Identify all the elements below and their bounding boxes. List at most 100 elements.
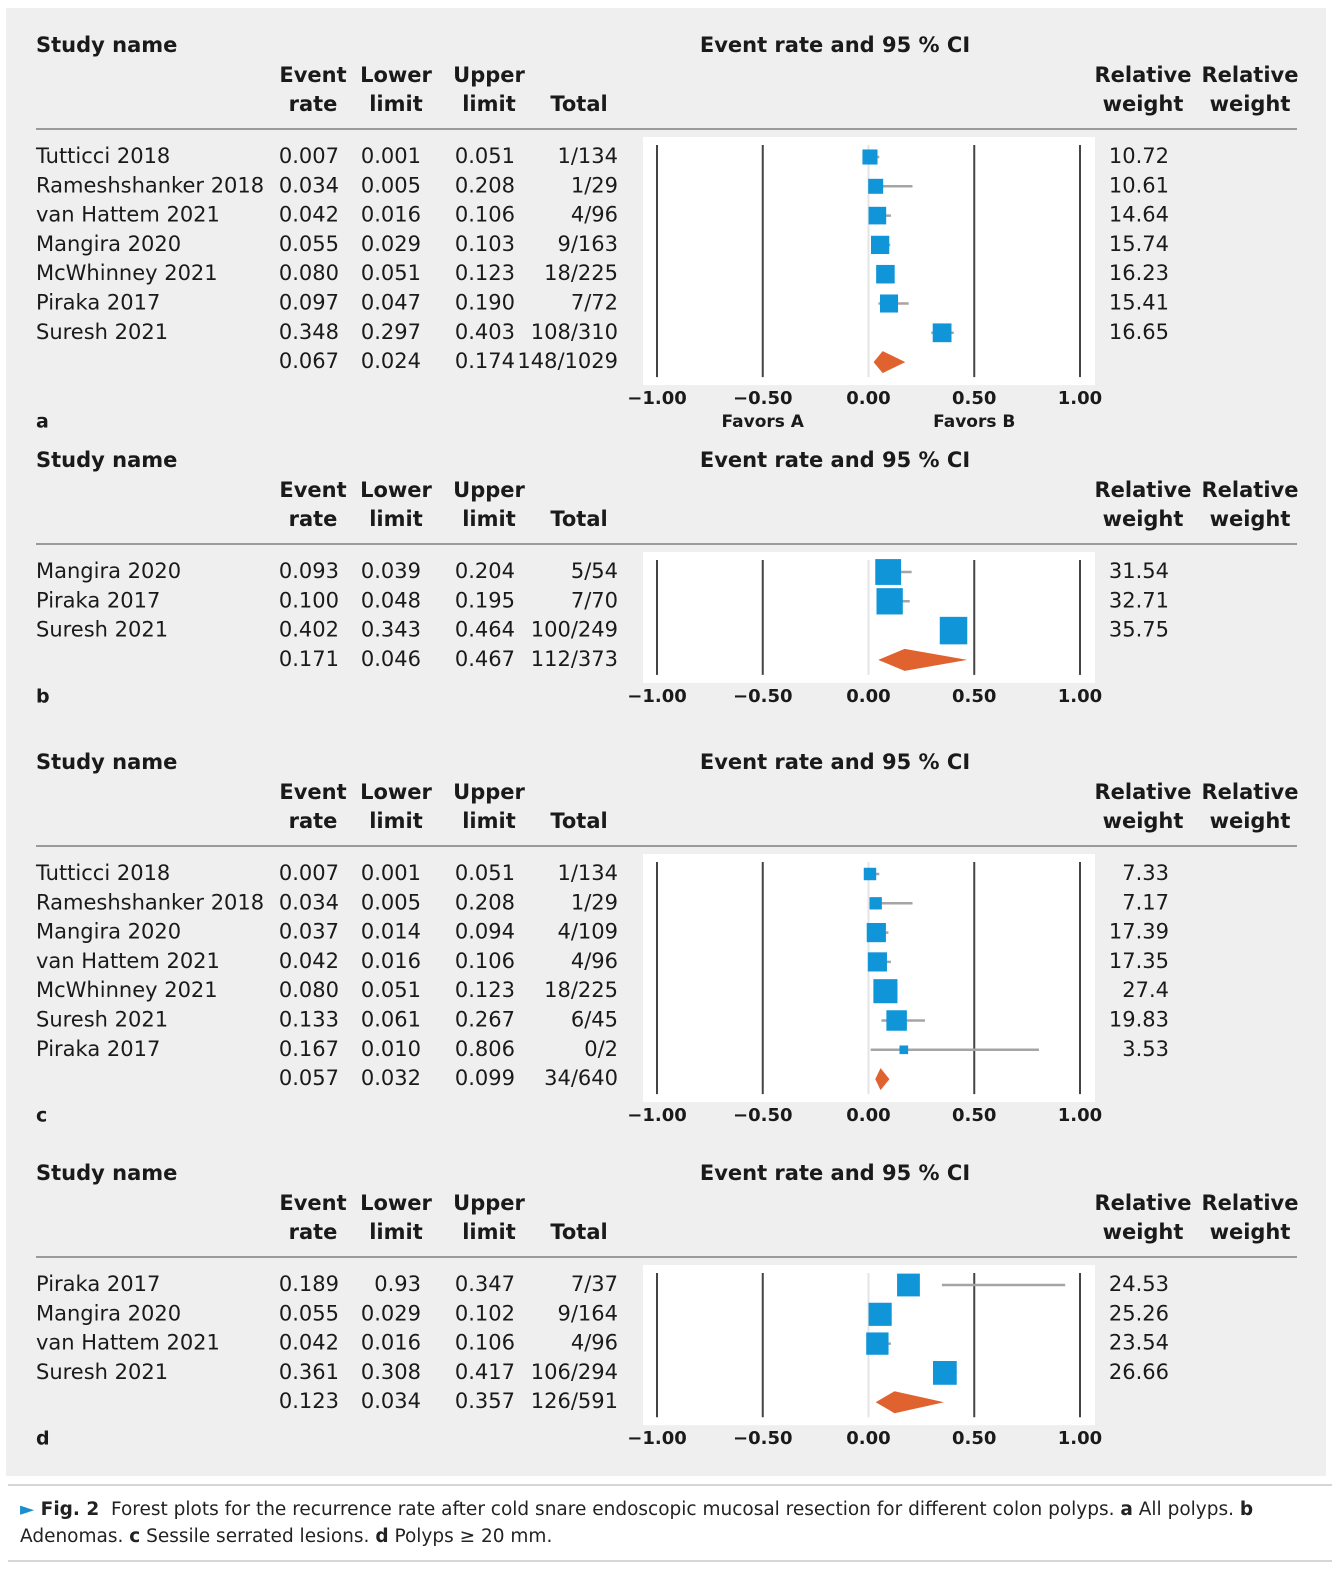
upper-limit: 0.123: [455, 978, 515, 1002]
total: 108/310: [531, 320, 618, 344]
study-marker: [869, 897, 882, 910]
study-header: Study name: [36, 1161, 177, 1185]
event-rate: 0.034: [279, 173, 339, 197]
x-tick-label: 0.00: [846, 388, 890, 409]
study-name: McWhinney 2021: [36, 978, 218, 1002]
column-header: rate: [289, 1220, 338, 1244]
upper-limit: 0.051: [455, 144, 515, 168]
total: 126/591: [531, 1389, 618, 1413]
lower-limit: 0.051: [361, 978, 421, 1002]
upper-limit: 0.190: [455, 291, 515, 315]
lower-limit: 0.016: [361, 949, 421, 973]
study-marker: [899, 1045, 909, 1055]
lower-limit: 0.039: [361, 559, 421, 583]
relative-weight: 25.26: [1109, 1301, 1169, 1325]
column-header: Relative: [1095, 1191, 1192, 1215]
column-header: Upper: [453, 1191, 525, 1215]
study-name: Tutticci 2018: [35, 144, 170, 168]
panel-label: a: [36, 411, 49, 433]
event-rate: 0.067: [279, 349, 339, 373]
total: 4/96: [571, 203, 618, 227]
study-name: McWhinney 2021: [36, 261, 218, 285]
total: 1/134: [557, 144, 618, 168]
event-rate: 0.123: [279, 1389, 339, 1413]
panel-label: b: [36, 685, 50, 707]
event-rate: 0.055: [279, 1301, 339, 1325]
event-rate: 0.037: [279, 920, 339, 944]
caption-text: Adenomas.: [20, 1499, 1260, 1547]
upper-limit: 0.403: [455, 320, 515, 344]
upper-limit: 0.208: [455, 890, 515, 914]
lower-limit: 0.343: [361, 618, 421, 642]
caption-text: d: [375, 1526, 389, 1547]
x-tick-label: 0.50: [952, 686, 996, 707]
column-header: Event: [279, 780, 346, 804]
event-rate: 0.361: [279, 1360, 339, 1384]
study-marker: [875, 559, 902, 585]
event-rate: 0.402: [279, 618, 339, 642]
study-marker: [897, 1273, 920, 1297]
upper-limit: 0.806: [455, 1037, 515, 1061]
lower-limit: 0.308: [361, 1360, 421, 1384]
relative-weight: 23.54: [1109, 1331, 1169, 1355]
panel-label: c: [36, 1105, 47, 1127]
study-marker: [868, 206, 887, 225]
x-tick-label: 0.00: [846, 1105, 890, 1126]
figure: Study name Event rate and 95 % CI Event rat…: [6, 8, 1326, 1476]
x-tick-label: 1.00: [1058, 1428, 1102, 1449]
total: 4/96: [571, 949, 618, 973]
column-header: rate: [289, 92, 338, 116]
total: 4/109: [557, 920, 618, 944]
total: 18/225: [544, 261, 618, 285]
column-header: Event: [279, 1191, 346, 1215]
column-header: Relative: [1095, 478, 1192, 502]
study-name: van Hattem 2021: [36, 949, 220, 973]
column-header: limit: [462, 92, 516, 116]
column-header: Relative: [1095, 63, 1192, 87]
x-tick-label: −1.00: [627, 1428, 687, 1449]
relative-weight: 17.39: [1109, 920, 1169, 944]
upper-limit: 0.464: [455, 618, 515, 642]
column-header: Relative: [1202, 63, 1299, 87]
study-name: Mangira 2020: [36, 920, 181, 944]
x-tick-label: 0.00: [846, 1428, 890, 1449]
study-name: Mangira 2020: [36, 559, 181, 583]
column-header: Total: [550, 1220, 607, 1244]
study-name: Mangira 2020: [36, 232, 181, 256]
relative-weight: 15.41: [1109, 291, 1169, 315]
annotation: Favors B: [933, 412, 1015, 432]
study-name: Rameshshanker 2018: [36, 890, 264, 914]
upper-limit: 0.267: [455, 1008, 515, 1032]
column-header: limit: [462, 809, 516, 833]
event-rate: 0.093: [279, 559, 339, 583]
plot-title: Event rate and 95 % CI: [700, 33, 970, 57]
column-header: limit: [462, 1220, 516, 1244]
event-rate: 0.348: [279, 320, 339, 344]
lower-limit: 0.297: [361, 320, 421, 344]
x-tick-label: −0.50: [733, 1105, 793, 1126]
relative-weight: 7.17: [1122, 890, 1169, 914]
study-name: Rameshshanker 2018: [36, 173, 264, 197]
column-header: weight: [1210, 809, 1291, 833]
relative-weight: 31.54: [1109, 559, 1169, 583]
relative-weight: 3.53: [1122, 1037, 1169, 1061]
caption-text: Polyps ≥ 20 mm.: [388, 1526, 553, 1547]
study-marker: [876, 264, 895, 284]
study-name: Suresh 2021: [36, 1360, 168, 1384]
study-marker: [932, 1361, 957, 1385]
total: 7/37: [571, 1272, 618, 1296]
study-name: Piraka 2017: [36, 291, 160, 315]
total: 106/294: [531, 1360, 618, 1384]
event-rate: 0.133: [279, 1008, 339, 1032]
upper-limit: 0.347: [455, 1272, 515, 1296]
column-header: rate: [289, 507, 338, 531]
column-header: limit: [462, 507, 516, 531]
event-rate: 0.171: [279, 647, 339, 671]
caption-text: ►: [20, 1499, 35, 1520]
relative-weight: 10.72: [1109, 144, 1169, 168]
x-tick-label: −1.00: [627, 686, 687, 707]
study-name: Piraka 2017: [36, 588, 160, 612]
plot-title: Event rate and 95 % CI: [700, 750, 970, 774]
total: 6/45: [571, 1008, 618, 1032]
